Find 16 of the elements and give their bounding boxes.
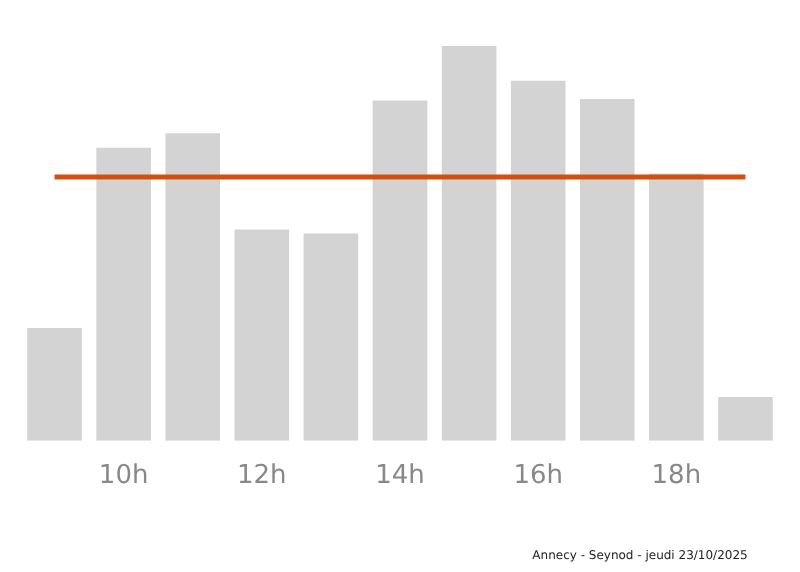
x-tick-label: 18h xyxy=(651,461,702,492)
bar xyxy=(718,396,773,441)
x-tick-label: 14h xyxy=(375,461,425,492)
bar xyxy=(372,100,428,441)
bar xyxy=(303,233,359,441)
bar xyxy=(27,327,82,441)
bar xyxy=(165,133,221,441)
x-tick-label: 16h xyxy=(513,461,563,492)
x-tick-label: 10h xyxy=(98,461,149,492)
bar xyxy=(649,173,704,441)
bar xyxy=(579,98,635,441)
bar xyxy=(234,229,290,441)
x-tick-label: 12h xyxy=(237,461,287,492)
bar xyxy=(510,80,566,441)
bar xyxy=(96,147,151,441)
bar xyxy=(441,46,497,441)
